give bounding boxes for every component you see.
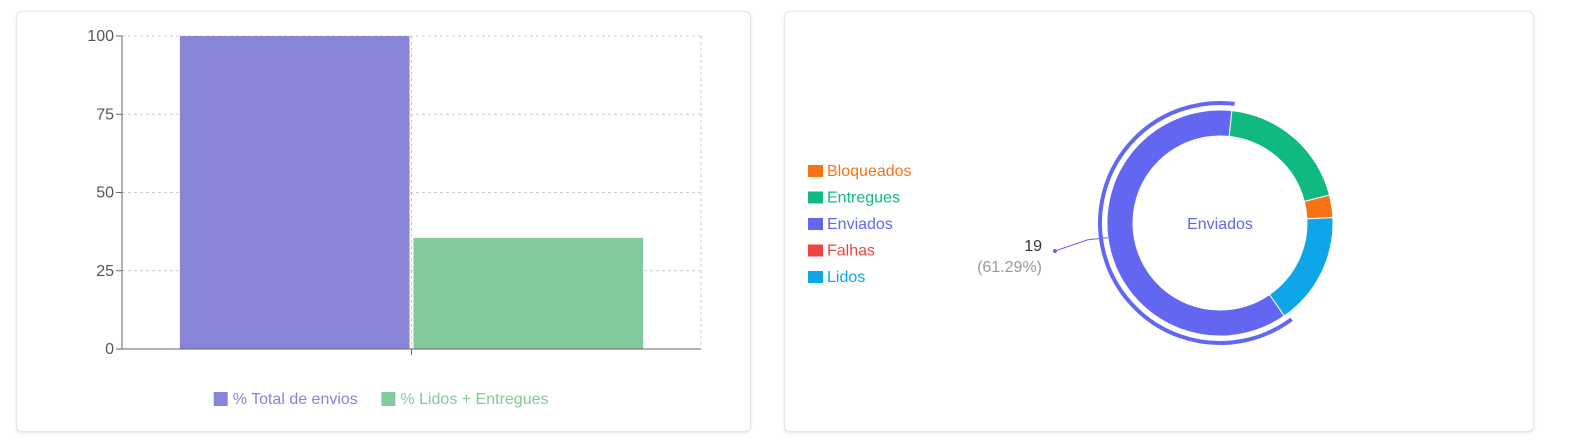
legend-swatch bbox=[808, 191, 823, 204]
donut-center-label: Enviados bbox=[1187, 216, 1253, 233]
y-tick-label: 0 bbox=[105, 341, 114, 358]
donut-chart-card: Enviados 19 (61.29%) Bloqueados Entregues Env… bbox=[784, 11, 1534, 432]
active-label-value: 19 bbox=[1024, 238, 1042, 255]
bar-chart-card: 0 25 50 75 100 % Total de envios % Lidos + Ent… bbox=[16, 11, 751, 432]
y-tick-label: 100 bbox=[87, 28, 114, 45]
legend-item-label: Lidos bbox=[827, 269, 865, 286]
active-slice-outline bbox=[1098, 101, 1293, 345]
legend-swatch bbox=[808, 244, 823, 257]
legend-swatch bbox=[808, 218, 823, 230]
legend-swatch bbox=[808, 271, 823, 283]
bar-lidos-entregues bbox=[413, 237, 644, 349]
legend-swatch bbox=[213, 392, 228, 406]
active-label-percent: (61.29%) bbox=[977, 259, 1042, 276]
bar-chart: 0 25 50 75 100 % Total de envios % Lidos + Ent… bbox=[87, 28, 702, 408]
donut-slice-entregues[interactable] bbox=[1228, 110, 1331, 203]
donut-slice-enviados[interactable] bbox=[1106, 109, 1285, 337]
legend-item-label: Enviados bbox=[827, 216, 893, 233]
donut-chart: Enviados 19 (61.29%) Bloqueados Entregues Env… bbox=[808, 101, 1334, 345]
legend-item-label: % Lidos + Entregues bbox=[400, 391, 548, 408]
legend-item-label: Falhas bbox=[827, 243, 875, 260]
bar-total-de-envios bbox=[179, 36, 410, 349]
legend-item-label: Entregues bbox=[827, 190, 900, 207]
y-tick-label: 25 bbox=[96, 263, 114, 280]
y-tick-label: 75 bbox=[96, 106, 114, 123]
legend-swatch bbox=[808, 165, 823, 177]
active-label-dot bbox=[1053, 249, 1057, 253]
active-label-line bbox=[1054, 237, 1108, 252]
legend-swatch bbox=[381, 392, 396, 406]
donut-slice-lidos[interactable] bbox=[1268, 217, 1334, 317]
legend-item-label: % Total de envios bbox=[233, 391, 358, 408]
legend-item-label: Bloqueados bbox=[827, 163, 912, 180]
y-tick-label: 50 bbox=[96, 185, 114, 202]
